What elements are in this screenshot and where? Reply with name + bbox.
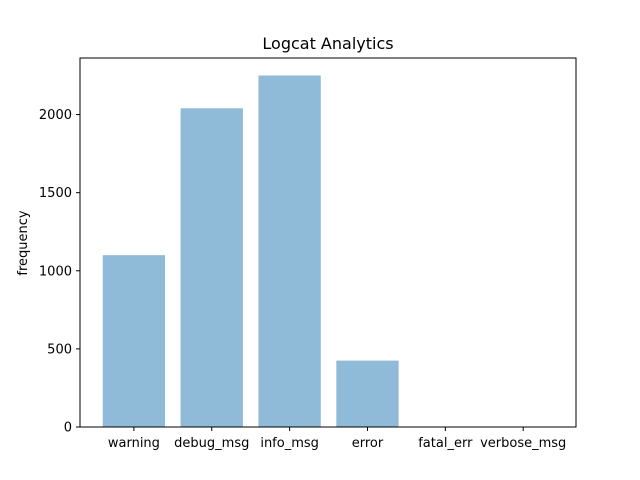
x-axis: warning debug_msg info_msg error fatal_err ve… [108,427,566,451]
bar-debug_msg [180,108,243,428]
plot-area [102,75,399,428]
x-tick-label-warning: warning [108,436,160,451]
bar-info_msg [258,75,321,427]
y-tick-label-2000: 2000 [39,108,72,123]
y-tick-label-1000: 1000 [39,264,72,279]
chart-title: Logcat Analytics [262,34,393,53]
plot-frame [79,57,577,428]
bar-error [336,360,399,427]
y-axis-label: frequency [16,210,31,276]
x-tick-label-error: error [352,436,384,451]
bar-warning [102,255,166,427]
x-tick-label-info_msg: info_msg [260,436,319,451]
x-tick-label-debug_msg: debug_msg [174,436,249,451]
x-tick-label-verbose_msg: verbose_msg [480,436,566,451]
y-tick-label-500: 500 [47,342,72,357]
y-tick-label-1500: 1500 [39,186,72,201]
y-tick-label-0: 0 [64,421,72,436]
x-tick-label-fatal_err: fatal_err [418,436,473,451]
y-axis: 0 500 1000 1500 2000 [39,108,80,436]
